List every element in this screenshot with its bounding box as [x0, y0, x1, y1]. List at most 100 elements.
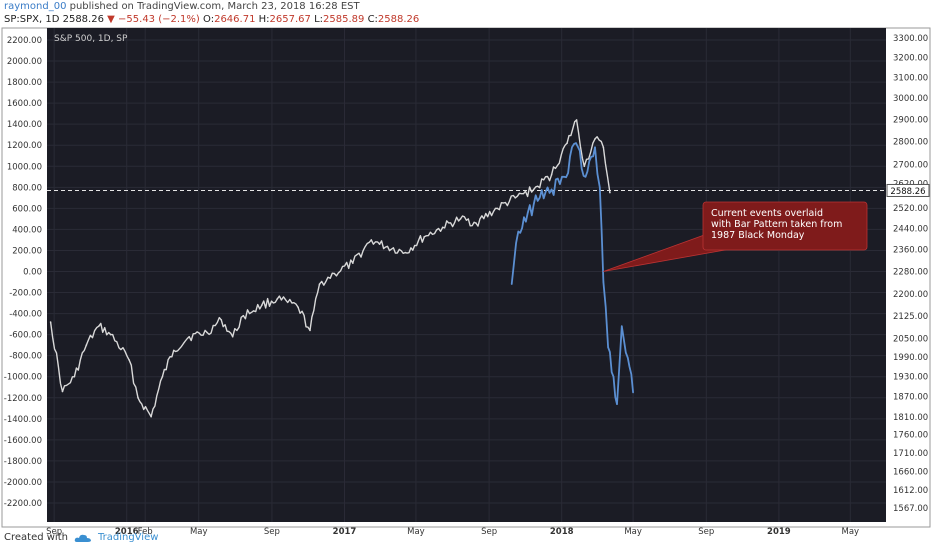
x-tick-label: May — [407, 527, 425, 537]
price-point — [137, 396, 139, 399]
chart-title: S&P 500, 1D, SP — [54, 34, 128, 44]
x-tick-label: May — [842, 527, 860, 537]
left-tick-label: -1800.00 — [4, 457, 42, 467]
open-value: 2646.71 — [214, 14, 256, 25]
overlay-point — [575, 142, 577, 144]
left-tick-label: 1200.00 — [7, 141, 42, 151]
price-point — [220, 319, 223, 321]
x-tick-label: 2017 — [333, 527, 357, 537]
price-point — [352, 262, 354, 264]
overlay-point — [598, 186, 601, 189]
grid-lines — [47, 28, 886, 522]
overlay-series — [510, 142, 634, 405]
left-tick-label: -400.00 — [9, 310, 42, 320]
left-tick-label: 800.00 — [12, 183, 42, 193]
overlay-point — [584, 175, 587, 178]
price-point — [550, 173, 553, 176]
overlay-point — [621, 325, 623, 328]
right-tick-label: 1612.00 — [893, 486, 928, 496]
overlay-point — [510, 283, 513, 285]
left-tick-label: 200.00 — [12, 246, 42, 256]
price-point — [231, 335, 234, 338]
x-tick-label: May — [190, 527, 208, 537]
price-point — [423, 235, 426, 238]
low-label: L: — [314, 14, 324, 25]
price-point — [73, 375, 76, 378]
right-tick-label: 1810.00 — [893, 413, 928, 423]
price-point — [318, 283, 321, 285]
left-tick-label: -200.00 — [9, 289, 42, 299]
callout-text: 1987 Black Monday — [711, 230, 805, 241]
left-tick-label: 0.00 — [23, 268, 42, 278]
right-tick-label: 3200.00 — [893, 53, 928, 63]
right-tick-label: 2700.00 — [893, 161, 928, 171]
x-axis: Sep 2016 Feb May Sep 2017 May Sep 2018 May Sep 2019… — [46, 527, 859, 537]
overlay-point — [538, 197, 541, 199]
footer: Created with TradingView — [4, 532, 158, 543]
price-point — [333, 272, 336, 275]
price-point — [188, 335, 191, 338]
right-tick-label: 1930.00 — [893, 373, 928, 383]
author-link[interactable]: raymond_00 — [4, 1, 67, 12]
callout-text: with Bar Pattern taken from — [711, 219, 842, 230]
price-point — [109, 333, 112, 336]
price-point — [61, 390, 64, 393]
overlay-point — [607, 346, 609, 349]
change-down-icon: ▼ — [107, 14, 115, 25]
right-axis: 3300.00 3200.00 3100.00 3000.00 2900.00 2800.… — [893, 34, 928, 514]
right-tick-label: 2050.00 — [893, 334, 928, 344]
overlay-point — [517, 230, 520, 233]
price-point — [514, 197, 517, 199]
published-text: published on TradingView.com, March 23, … — [69, 1, 360, 12]
right-tick-label: 1660.00 — [893, 468, 928, 478]
left-tick-label: 400.00 — [12, 225, 42, 235]
right-tick-label: 2800.00 — [893, 138, 928, 148]
close-value: 2588.26 — [377, 14, 420, 25]
price-point — [609, 191, 611, 194]
right-tick-label: 3300.00 — [893, 34, 928, 44]
price-point — [309, 329, 311, 332]
right-tick-label: 2900.00 — [893, 116, 928, 126]
right-tick-label: 3100.00 — [893, 73, 928, 83]
left-tick-label: 1400.00 — [7, 120, 42, 130]
price-point — [276, 298, 279, 300]
price-line — [49, 119, 611, 418]
left-tick-label: 1600.00 — [7, 99, 42, 109]
price-point — [404, 251, 407, 254]
price-point — [161, 375, 164, 378]
high-value: 2657.67 — [269, 14, 311, 25]
right-tick-label: 1870.00 — [893, 392, 928, 402]
right-tick-label: 2360.00 — [893, 246, 928, 256]
overlay-point — [616, 403, 618, 405]
price-point — [496, 207, 499, 210]
price-point — [242, 314, 245, 317]
last-price-badge — [886, 183, 930, 197]
left-tick-label: -800.00 — [9, 352, 42, 362]
right-tick-label: 1990.00 — [893, 353, 928, 363]
tradingview-brand[interactable]: TradingView — [97, 532, 159, 543]
left-tick-label: 2000.00 — [7, 57, 42, 67]
symbol-label: SP:SPX, 1D — [4, 14, 60, 25]
left-tick-label: 1000.00 — [7, 162, 42, 172]
close-label: C: — [367, 14, 378, 25]
left-tick-label: -1400.00 — [4, 415, 42, 425]
overlay-point — [612, 375, 615, 378]
price-point — [475, 222, 477, 224]
price-point — [150, 415, 152, 418]
right-tick-label: 2200.00 — [893, 290, 928, 300]
x-tick-label: Feb — [138, 527, 153, 537]
x-tick-label: 2018 — [550, 527, 574, 537]
tradingview-cloud-icon — [74, 534, 91, 542]
price-point — [602, 146, 605, 149]
publish-info: raymond_00 published on TradingView.com,… — [4, 1, 360, 12]
left-tick-label: 600.00 — [12, 204, 42, 214]
right-tick-label: 2440.00 — [893, 225, 928, 235]
price-point — [583, 165, 586, 168]
price-point — [594, 138, 596, 140]
price-point — [97, 325, 100, 328]
right-tick-label: 3000.00 — [893, 94, 928, 104]
symbol-info-bar: SP:SPX, 1D 2588.26 ▼ −55.43 (−2.1%) O:26… — [4, 14, 419, 25]
price-point — [49, 321, 52, 323]
plot-area — [47, 28, 886, 522]
